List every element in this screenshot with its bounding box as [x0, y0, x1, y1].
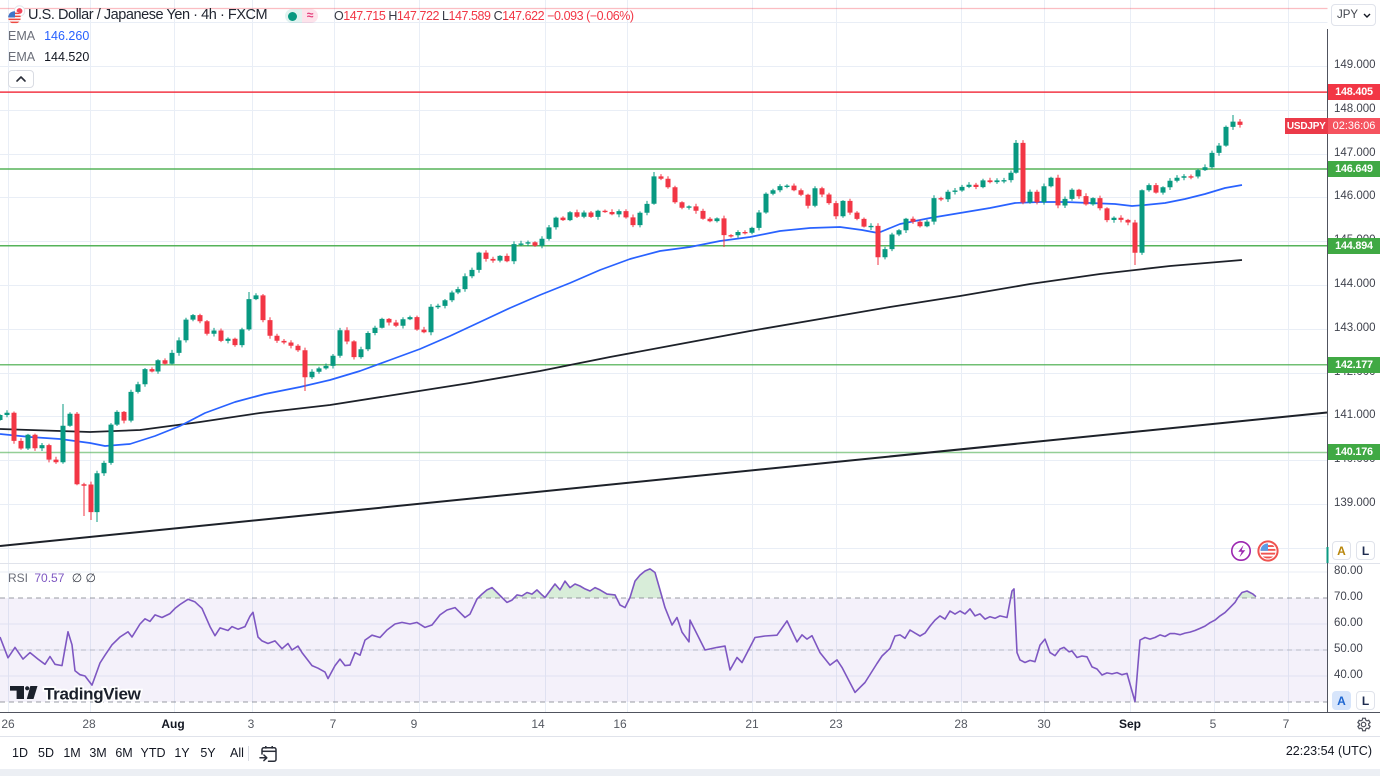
svg-text:TradingView: TradingView [44, 685, 142, 704]
